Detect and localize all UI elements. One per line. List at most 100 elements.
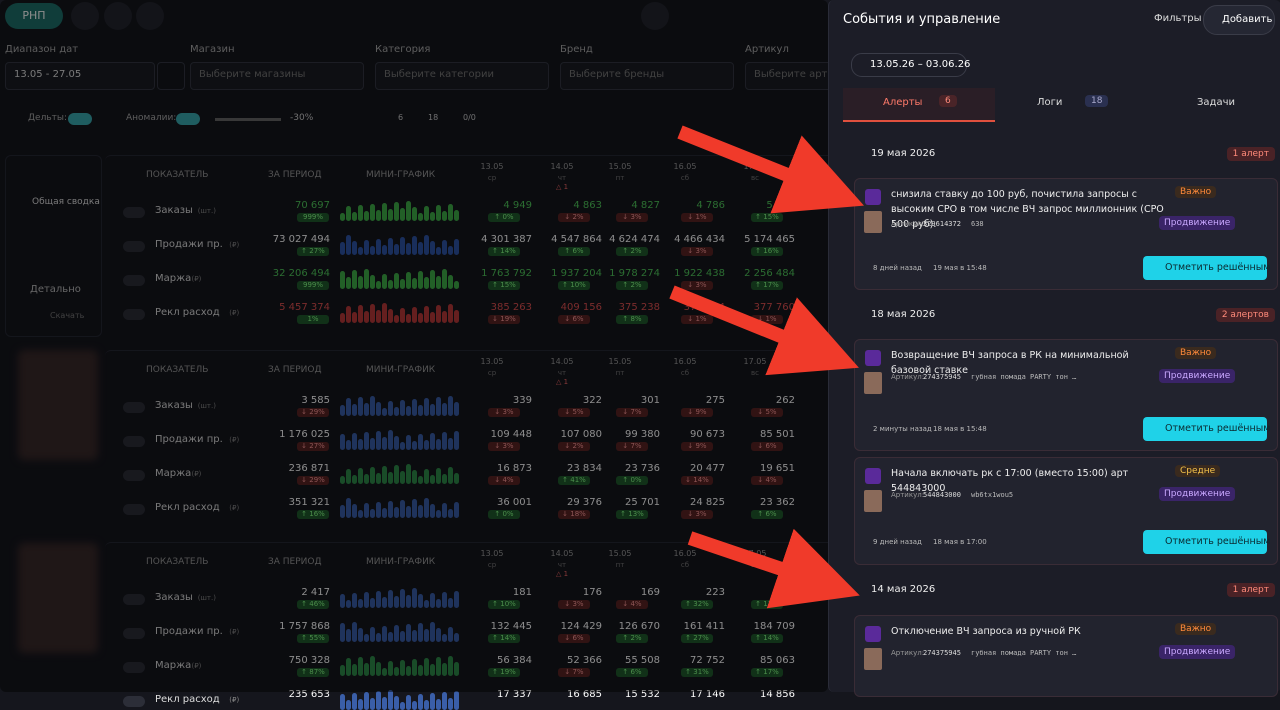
mini-graph-bar [418, 313, 423, 323]
mini-graph-bar [340, 405, 345, 416]
date-range[interactable]: 13.05.26 – 03.06.26 [851, 53, 970, 77]
resolve-button[interactable]: Отметить решённым [1143, 417, 1270, 441]
toggle[interactable] [176, 113, 200, 125]
priority-badge: Важно [1175, 186, 1217, 198]
article: 274375945 [923, 649, 961, 657]
resolve-button[interactable]: Отметить решённым [1143, 256, 1270, 280]
filter-input[interactable]: Выберите магазины [190, 62, 364, 90]
group-count: 2 алертов [1215, 308, 1275, 322]
filter-input[interactable]: Выберите бренды [560, 62, 734, 90]
rnp-button[interactable]: РНП [5, 3, 63, 29]
mini-graph-bar [406, 695, 411, 710]
mini-graph-bar [430, 241, 435, 255]
header-graph: МИНИ-ГРАФИК [366, 557, 436, 567]
article: 329614372 [923, 220, 961, 228]
row-unit: (шт.) [197, 207, 216, 215]
mini-graph-bar [424, 306, 429, 323]
mini-graph-bar [406, 666, 411, 676]
mini-graph-bar [358, 439, 363, 450]
article-label: Артикул: [891, 220, 925, 228]
detail-button[interactable]: Детально [30, 284, 81, 295]
row-toggle[interactable] [123, 696, 145, 707]
row-toggle[interactable] [123, 275, 145, 286]
row-name: Заказы [155, 205, 193, 216]
delta-badge: ↓ 3% [681, 510, 713, 519]
header-metric: ПОКАЗАТЕЛЬ [146, 557, 209, 567]
header-date: 17.05 [743, 357, 767, 366]
icon-button[interactable] [641, 2, 669, 30]
add-button[interactable]: Добавить [1203, 5, 1275, 35]
mini-graph-bar [424, 469, 429, 484]
calendar-button[interactable] [157, 62, 185, 90]
mini-graph-bar [382, 437, 387, 450]
row-toggle[interactable] [123, 241, 145, 252]
tab-label: Алерты [883, 97, 923, 108]
icon-button[interactable] [136, 2, 164, 30]
delta-badge: ↑ 2% [616, 247, 648, 256]
delta-badge: ↑ 27% [681, 634, 713, 643]
header-dow: чт [557, 561, 567, 569]
download-button[interactable]: Скачать [50, 311, 85, 320]
mini-graph-bar [358, 305, 363, 323]
mini-graph-bar [376, 691, 381, 710]
filter-input[interactable]: 13.05 - 27.05 [5, 62, 155, 90]
icon-button[interactable] [104, 2, 132, 30]
filter-value: Выберите магазины [199, 69, 306, 80]
cell-value: 4 949 [503, 200, 532, 211]
row-toggle[interactable] [123, 402, 145, 413]
header-metric: ПОКАЗАТЕЛЬ [146, 170, 209, 180]
header-dow: сб [680, 561, 690, 569]
mini-graph-bar [454, 591, 459, 608]
summary-card [5, 155, 102, 337]
article: 544843000 [923, 491, 961, 499]
mini-graph-bar [436, 305, 441, 323]
row-toggle[interactable] [123, 628, 145, 639]
filter-value: 13.05 - 27.05 [14, 69, 82, 80]
mini-graph-bar [382, 274, 387, 289]
mini-graph-bar [448, 204, 453, 221]
tab[interactable]: Логи 18 [997, 88, 1149, 120]
row-total: 750 328 [288, 655, 330, 666]
delta-badge: ↑ 6% [558, 247, 590, 256]
resolve-button[interactable]: Отметить решённым [1143, 530, 1270, 554]
tab-label: Задачи [1197, 97, 1235, 108]
delta-badge: ↓ 7% [616, 408, 648, 417]
mini-graph-bar [340, 434, 345, 450]
row-toggle[interactable] [123, 594, 145, 605]
mini-graph-bar [376, 281, 381, 289]
sku: 638 [971, 220, 984, 228]
row-unit: (₽) [191, 275, 202, 283]
toggle[interactable] [68, 113, 92, 125]
row-toggle[interactable] [123, 504, 145, 515]
cell-value: 4 301 387 [481, 234, 532, 245]
mini-graph-bar [436, 397, 441, 416]
mini-graph-bar [418, 623, 423, 642]
row-toggle[interactable] [123, 662, 145, 673]
mini-graph-bar [340, 505, 345, 518]
row-toggle[interactable] [123, 436, 145, 447]
filters-button[interactable]: Фильтры [1154, 13, 1202, 24]
mini-graph-bar [430, 622, 435, 642]
filter-input[interactable]: Выберите категории [375, 62, 549, 90]
row-toggle[interactable] [123, 207, 145, 218]
tab[interactable]: Задачи [1159, 88, 1280, 120]
row-total: 1 176 025 [279, 429, 330, 440]
mini-graph-bar [346, 235, 351, 255]
mini-graph-bar [400, 208, 405, 221]
mini-graph-bar [412, 236, 417, 255]
tab[interactable]: Алерты 6 [843, 88, 995, 122]
mini-graph-bar [418, 476, 423, 484]
mini-graph-bar [370, 509, 375, 518]
block-card [105, 350, 835, 536]
delta-badge: ↓ 9% [681, 442, 713, 451]
icon-button[interactable] [71, 2, 99, 30]
mini-graph-bar [346, 629, 351, 642]
alert-text: Возвращение ВЧ запроса в РК на минимальн… [891, 350, 1129, 376]
row-toggle[interactable] [123, 309, 145, 320]
delta-badge: ↑ 8% [616, 315, 648, 324]
alert-age: 2 минуты назад [873, 425, 932, 433]
mini-graph-bar [340, 242, 345, 255]
delta-badge: ↓ 27% [297, 442, 329, 451]
row-toggle[interactable] [123, 470, 145, 481]
mini-graph-bar [364, 403, 369, 416]
